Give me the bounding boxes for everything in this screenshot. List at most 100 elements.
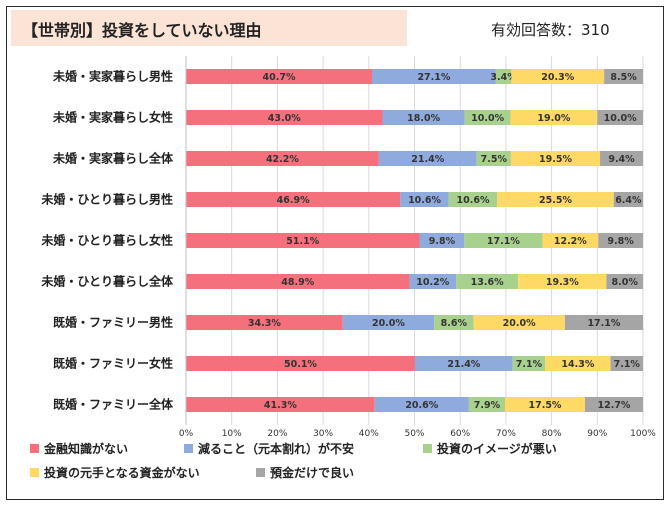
bar-segment <box>542 233 599 248</box>
data-label: 9.8% <box>429 236 456 247</box>
data-label: 8.6% <box>441 318 468 329</box>
x-tick-label: 80% <box>542 429 562 439</box>
data-label: 7.1% <box>516 359 543 370</box>
data-label: 25.5% <box>539 195 572 206</box>
data-label: 20.0% <box>503 318 536 329</box>
category-label: 既婚・ファミリー男性 <box>53 315 173 330</box>
category-label: 未婚・ひとり暮らし全体 <box>40 274 174 289</box>
category-label: 既婚・ファミリー全体 <box>53 397 174 412</box>
data-label: 43.0% <box>268 113 301 124</box>
data-label: 10.2% <box>416 277 449 288</box>
legend-label: 減ること（元本割れ）が不安 <box>198 441 354 456</box>
legend-swatch <box>30 468 39 477</box>
data-label: 10.0% <box>604 113 637 124</box>
legend-label: 投資の元手となる資金がない <box>44 465 200 480</box>
bar-segment <box>186 356 415 371</box>
bar-segment <box>371 69 496 84</box>
data-label: 20.6% <box>405 400 438 411</box>
data-label: 19.3% <box>546 277 579 288</box>
respondent-count: 有効回答数：310 <box>491 21 610 39</box>
category-label: 既婚・ファミリー女性 <box>53 356 173 371</box>
x-tick-label: 70% <box>496 429 516 439</box>
bar-segment <box>613 192 643 207</box>
bar-segment <box>186 315 343 330</box>
legend-label: 預金だけで良い <box>270 465 354 480</box>
bar-segment <box>510 151 601 166</box>
bar-segment <box>511 69 605 84</box>
bar-segment <box>400 192 449 207</box>
bar-segment <box>598 233 643 248</box>
bar-segment <box>456 274 519 289</box>
data-label: 51.1% <box>286 236 319 247</box>
data-label: 18.0% <box>407 113 440 124</box>
bar-segment <box>495 69 512 84</box>
bar-segment <box>584 397 643 412</box>
data-label: 3.4% <box>490 72 517 83</box>
bar-segment <box>186 110 383 125</box>
category-label: 未婚・実家暮らし全体 <box>52 151 174 166</box>
legend-swatch <box>256 468 265 477</box>
bar-segment <box>186 151 379 166</box>
data-label: 46.9% <box>277 195 310 206</box>
data-label: 8.5% <box>610 72 637 83</box>
bar-segment <box>186 233 420 248</box>
x-tick-label: 30% <box>313 429 333 439</box>
data-label: 17.1% <box>487 236 520 247</box>
category-label: 未婚・ひとり暮らし男性 <box>40 192 173 207</box>
bar-segment <box>464 110 511 125</box>
bar-segment <box>186 397 375 412</box>
bar-segment <box>468 397 505 412</box>
bar-segment <box>186 274 410 289</box>
bar-segment <box>476 151 511 166</box>
legend-swatch <box>184 444 193 453</box>
bar-segment <box>378 151 477 166</box>
title-box <box>11 10 407 46</box>
x-tick-label: 60% <box>450 429 470 439</box>
data-label: 9.4% <box>608 154 635 165</box>
data-label: 7.9% <box>474 400 501 411</box>
bar-segment <box>186 192 401 207</box>
x-tick-label: 100% <box>630 429 656 439</box>
data-label: 14.3% <box>561 359 594 370</box>
data-label: 17.1% <box>587 318 620 329</box>
data-label: 21.4% <box>411 154 444 165</box>
data-label: 9.8% <box>607 236 634 247</box>
legend-label: 投資のイメージが悪い <box>437 441 557 456</box>
category-label: 未婚・ひとり暮らし女性 <box>40 233 173 248</box>
chart-title: 【世帯別】投資をしていない理由 <box>22 21 262 40</box>
bar-segment <box>473 315 565 330</box>
data-label: 10.6% <box>457 195 490 206</box>
bar-segment <box>606 274 643 289</box>
bar-segment <box>504 397 585 412</box>
data-label: 12.7% <box>597 400 630 411</box>
data-label: 41.3% <box>264 400 297 411</box>
data-label: 42.2% <box>266 154 299 165</box>
data-label: 21.4% <box>447 359 480 370</box>
data-label: 19.5% <box>539 154 572 165</box>
data-label: 13.6% <box>471 277 504 288</box>
data-label: 7.5% <box>481 154 508 165</box>
bar-segment <box>610 356 643 371</box>
x-tick-label: 90% <box>587 429 607 439</box>
data-label: 17.5% <box>528 400 561 411</box>
bar-segment <box>374 397 469 412</box>
legend-swatch <box>30 444 39 453</box>
bar-segment <box>448 192 498 207</box>
data-label: 20.3% <box>541 72 574 83</box>
bar-segment <box>597 110 643 125</box>
data-label: 12.2% <box>554 236 587 247</box>
bar-segment <box>464 233 543 248</box>
data-label: 48.9% <box>281 277 314 288</box>
bar-segment <box>186 69 372 84</box>
bar-segment <box>497 192 614 207</box>
bar-segment <box>434 315 474 330</box>
data-label: 50.1% <box>284 359 317 370</box>
bar-segment <box>604 69 643 84</box>
bar-segment <box>382 110 465 125</box>
bar-segment <box>518 274 607 289</box>
data-label: 34.3% <box>248 318 281 329</box>
data-label: 10.6% <box>408 195 441 206</box>
data-label: 8.0% <box>612 277 639 288</box>
bar-segment <box>342 315 435 330</box>
